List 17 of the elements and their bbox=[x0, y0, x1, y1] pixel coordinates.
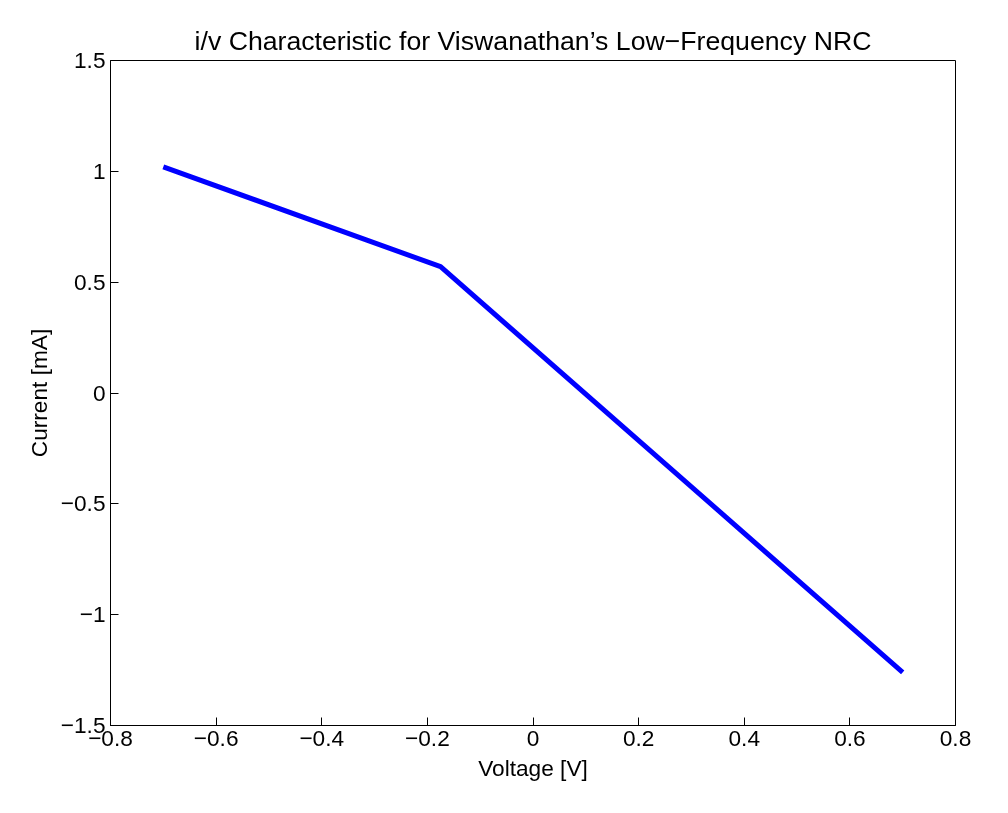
chart-title: i/v Characteristic for Viswanathan’s Low−Frequency NRC bbox=[194, 25, 872, 56]
y-tick-label: 1 bbox=[92, 157, 106, 184]
x-tick-label: 0.8 bbox=[939, 724, 972, 751]
y-tick-label: 0.5 bbox=[74, 268, 106, 295]
x-tick-label: 0 bbox=[526, 724, 540, 751]
x-tick-label: 0.2 bbox=[622, 724, 655, 751]
x-tick-label: 0.4 bbox=[728, 724, 760, 751]
y-tick-label: 0 bbox=[92, 379, 106, 406]
y-tick-label: 1.5 bbox=[74, 47, 106, 73]
y-tick-label: −0.5 bbox=[60, 490, 106, 517]
x-tick-label: −0.4 bbox=[299, 724, 345, 751]
y-tick-label: −1 bbox=[79, 601, 106, 628]
x-tick-label: −0.2 bbox=[405, 724, 450, 751]
x-tick-label: −0.6 bbox=[193, 724, 239, 751]
y-axis-title: Current [mA] bbox=[25, 328, 52, 458]
x-axis-title: Voltage [V] bbox=[478, 754, 588, 781]
x-tick-label: 0.6 bbox=[834, 724, 866, 751]
